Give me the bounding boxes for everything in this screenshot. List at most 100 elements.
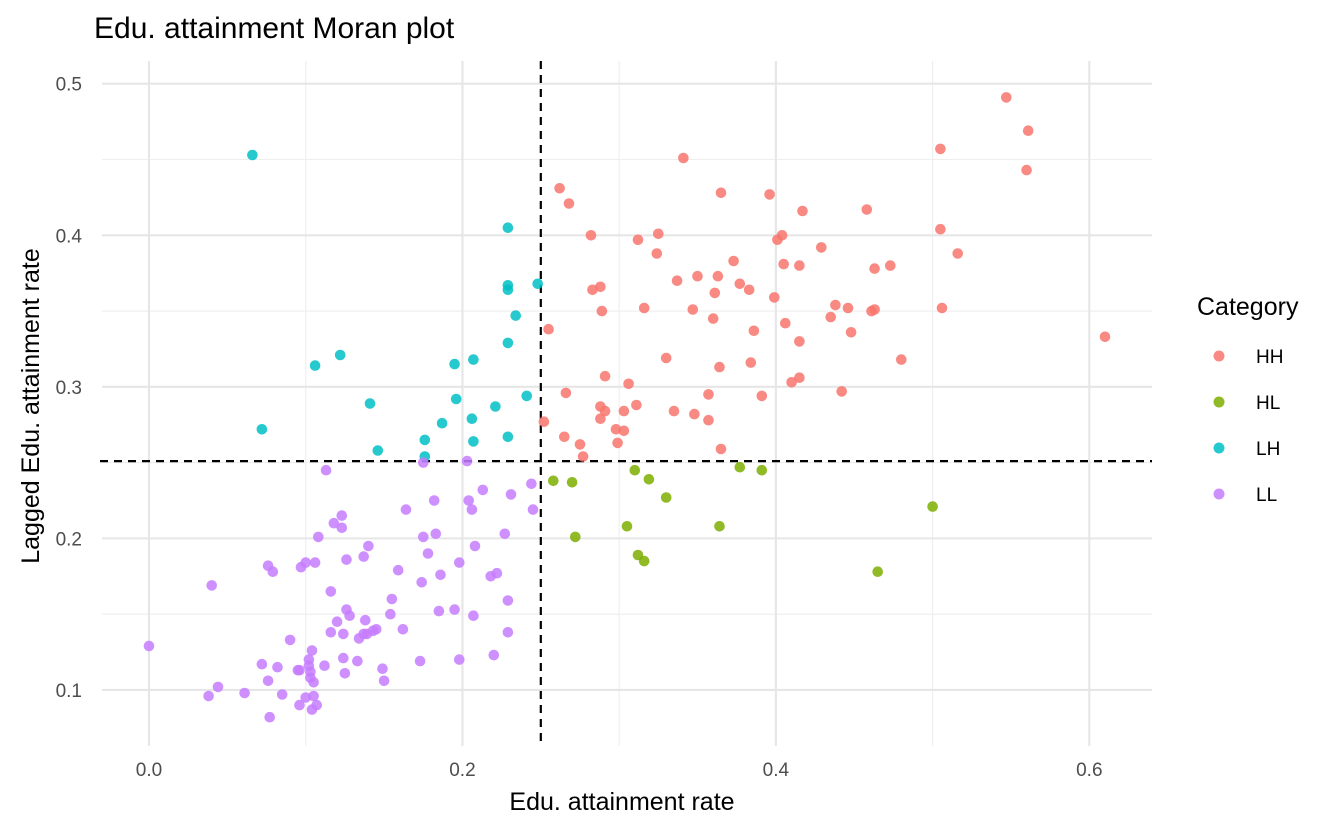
x-axis-title: Edu. attainment rate [509,788,734,816]
data-point-hh [772,234,783,246]
data-point-ll [300,557,312,568]
data-point-ll [311,699,323,711]
data-point-ll [461,455,473,467]
data-point-hh [756,390,768,402]
data-point-ll [203,690,214,702]
data-point-ll [422,548,434,559]
data-point-hh [632,234,644,246]
legend-key-hh [1213,350,1225,362]
data-point-hh [1022,125,1034,136]
tick-labels: 0.0 0.2 0.4 0.6 0.1 0.2 0.3 0.4 0.5 [56,75,1103,781]
data-point-ll [320,464,332,476]
data-point-ll [400,504,412,515]
data-point-hh [825,311,836,323]
data-point-ll [308,677,319,688]
data-point-hh [743,284,755,296]
data-point-ll [300,692,312,703]
data-point-hh [764,189,775,200]
legend-key-ll [1213,488,1225,500]
data-point-ll [313,531,324,543]
data-point-ll [328,517,340,529]
data-point-lh [450,393,462,405]
x-tick-label: 0.0 [136,760,162,781]
data-point-hh [952,248,963,259]
data-point-lh [309,360,321,371]
data-point-ll [414,655,426,667]
data-point-hh [1001,92,1012,103]
data-point-lh [449,358,460,370]
series-hh [538,92,1111,462]
data-point-hl [638,555,650,567]
data-point-hh [585,230,597,241]
data-point-hh [660,352,672,364]
data-point-hh [748,325,760,337]
data-point-hl [570,531,581,543]
data-point-lh [419,434,431,446]
data-point-ll [336,510,348,521]
data-point-ll [294,699,305,711]
data-point-lh [502,431,514,443]
data-point-ll [308,690,319,702]
data-point-lh [436,417,448,429]
data-point-hh [936,302,948,314]
data-point-hh [869,304,880,315]
data-point-hl [548,475,559,487]
data-point-ll [276,689,288,700]
data-point-hh [745,357,757,368]
data-point-ll [468,610,479,621]
data-point-ll [418,457,429,468]
data-point-lh [372,445,384,456]
data-point-lh [532,278,543,290]
data-point-ll [262,675,274,687]
data-point-hl [714,521,725,532]
x-tick-label: 0.4 [763,760,790,781]
data-point-ll [430,528,442,540]
data-point-lh [247,149,258,161]
data-point-hh [703,389,714,400]
data-point-hh [707,313,719,324]
y-tick-label: 0.5 [56,75,82,96]
data-point-ll [344,610,355,621]
data-point-hh [778,258,789,270]
data-point-hh [935,223,946,235]
data-point-hl [927,501,938,512]
data-point-ll [272,661,283,673]
data-point-lh [468,354,479,365]
series-hl [548,461,938,577]
data-point-ll [433,605,445,617]
data-point-ll [341,554,352,565]
data-point-ll [502,595,514,606]
data-point-hh [869,263,880,274]
data-point-hh [794,372,805,384]
data-point-hh [595,401,606,412]
data-point-hl [621,521,633,532]
grid [102,61,1152,746]
data-point-ll [477,484,489,496]
data-point-ll [352,655,363,667]
data-point-ll [416,577,428,588]
data-point-hh [728,255,739,267]
data-point-ll [397,624,409,635]
data-point-ll [358,551,370,562]
data-point-ll [428,495,440,506]
data-point-hh [577,451,589,462]
data-point-hh [830,299,841,311]
data-point-hh [560,387,572,399]
data-point-ll [527,504,539,515]
legend-label-lh: LH [1256,439,1280,460]
data-point-hh [780,317,791,329]
data-point-hh [786,377,797,388]
data-point-hh [715,443,727,455]
data-point-ll [309,557,321,568]
data-point-hh [712,270,724,282]
y-axis-title: Lagged Edu. attainment rate [17,248,45,564]
data-point-hh [845,327,857,338]
data-point-hh [671,275,683,287]
data-point-hh [734,278,746,290]
data-point-hh [861,204,873,215]
data-point-ll [360,614,371,626]
data-point-hl [756,464,768,476]
data-point-hh [595,413,606,425]
data-point-ll [319,660,330,671]
